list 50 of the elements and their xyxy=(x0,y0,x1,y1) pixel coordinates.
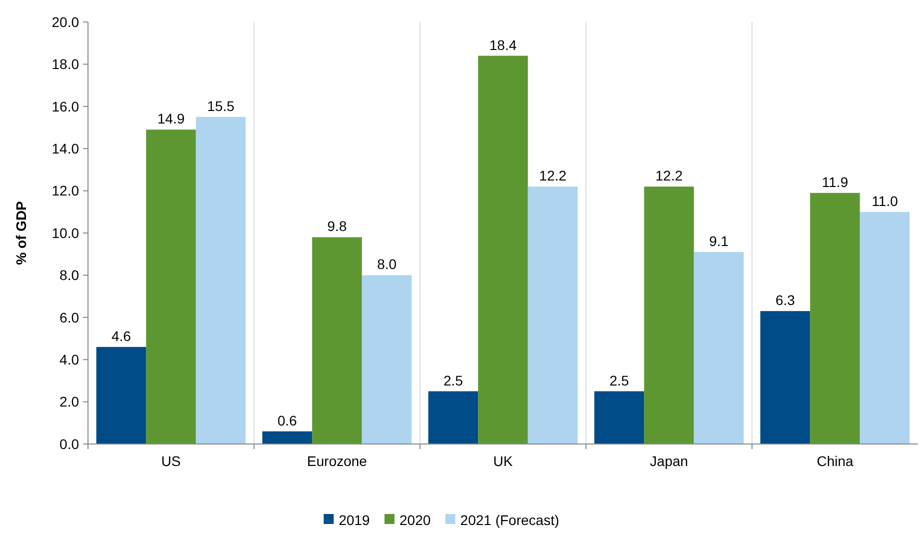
x-tick-label: Japan xyxy=(650,453,688,469)
x-tick-label: UK xyxy=(493,453,514,469)
bar xyxy=(312,237,362,444)
data-label: 9.1 xyxy=(709,232,729,249)
bar xyxy=(146,130,196,444)
bar xyxy=(262,431,312,444)
y-tick-label: 2.0 xyxy=(60,394,80,410)
y-tick-label: 16.0 xyxy=(52,98,80,114)
data-label: 11.9 xyxy=(822,174,848,190)
data-label: 2.5 xyxy=(443,372,464,388)
data-label: 12.2 xyxy=(655,168,683,184)
y-tick-label: 0.0 xyxy=(60,436,80,452)
y-tick-label: 10.0 xyxy=(52,224,80,241)
data-label: 14.9 xyxy=(157,110,185,127)
data-label: 2.5 xyxy=(609,372,630,388)
data-label: 9.8 xyxy=(327,218,347,234)
x-tick-label: China xyxy=(816,453,854,469)
bar xyxy=(644,186,694,444)
bar xyxy=(860,212,910,444)
bar xyxy=(196,116,246,444)
data-label: 12.2 xyxy=(539,168,567,184)
y-tick-label: 14.0 xyxy=(52,140,80,156)
y-tick-label: 4.0 xyxy=(60,352,80,368)
data-label: 8.0 xyxy=(377,256,397,272)
bar xyxy=(96,346,146,444)
bar xyxy=(760,311,810,444)
x-tick-label: US xyxy=(161,453,181,469)
y-tick-label: 6.0 xyxy=(60,309,80,326)
data-label: 4.6 xyxy=(111,328,132,344)
y-axis-title: % of GDP xyxy=(13,201,29,265)
legend-label: 2019 xyxy=(338,512,370,528)
y-tick-label: 8.0 xyxy=(60,267,80,284)
data-label: 0.6 xyxy=(277,412,298,428)
bar xyxy=(478,56,528,444)
y-tick-label: 20.0 xyxy=(52,14,80,30)
data-label: 6.3 xyxy=(775,292,796,308)
legend-label: 2020 xyxy=(400,512,431,528)
bar xyxy=(528,186,578,444)
legend-label: 2021 (Forecast) xyxy=(460,512,560,528)
bar xyxy=(810,192,860,444)
bar xyxy=(362,275,412,444)
data-label: 11.0 xyxy=(872,192,898,209)
bar xyxy=(694,252,744,444)
data-label: 18.4 xyxy=(489,36,517,53)
data-label: 15.5 xyxy=(207,98,235,114)
y-tick-label: 12.0 xyxy=(52,182,80,199)
bar xyxy=(594,391,644,444)
y-tick-label: 18.0 xyxy=(52,56,80,72)
bar xyxy=(428,391,478,444)
x-tick-label: Eurozone xyxy=(307,453,368,469)
